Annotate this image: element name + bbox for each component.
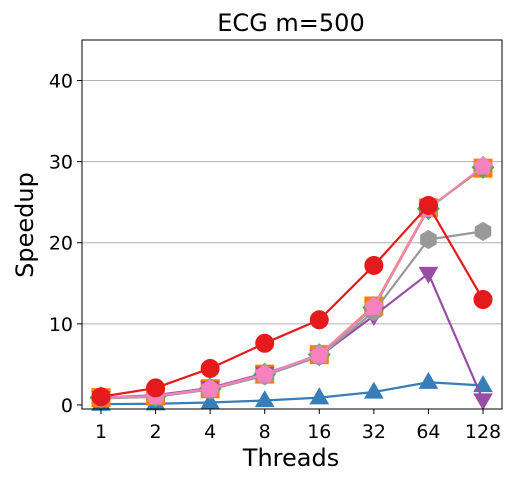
- y-tick-label: 20: [49, 233, 73, 255]
- series-group: [91, 195, 493, 407]
- grid-lines: [82, 80, 502, 325]
- x-tick-label: 128: [465, 421, 501, 443]
- x-tick-label: 16: [307, 421, 331, 443]
- y-axis-label: Speedup: [11, 172, 39, 278]
- data-point-hexagon: [474, 221, 492, 241]
- data-point-triangle-down: [418, 266, 439, 284]
- y-tick-label: 40: [49, 71, 73, 93]
- series-line: [100, 230, 484, 400]
- x-tick-label: 1: [95, 421, 107, 443]
- data-point-circle: [146, 378, 166, 398]
- y-tick-label: 30: [49, 152, 73, 174]
- data-point-triangle-up: [418, 371, 439, 389]
- data-point-triangle-down: [473, 393, 493, 411]
- tick-layer: 0 10 20 30 40 1 2 4 8 16 32 64 128: [49, 71, 501, 443]
- data-point-triangle-up: [309, 387, 330, 405]
- data-point-pentagon: [364, 296, 384, 315]
- x-tick-label: 2: [150, 421, 162, 443]
- data-point-circle: [255, 333, 275, 353]
- data-point-pentagon: [309, 344, 329, 363]
- data-point-circle: [473, 290, 493, 310]
- x-tick-label: 8: [259, 421, 271, 443]
- data-point-hexagon: [420, 229, 437, 250]
- data-point-circle: [309, 310, 329, 330]
- x-tick-label: 32: [362, 421, 386, 443]
- data-point-circle: [418, 195, 438, 215]
- chart-title: ECG m=500: [217, 9, 364, 37]
- series-layer: [89, 155, 495, 411]
- series-line: [100, 165, 484, 399]
- y-tick-label: 0: [61, 395, 73, 417]
- x-axis-label: Threads: [242, 444, 339, 472]
- x-tick-label: 4: [204, 421, 216, 443]
- data-point-circle: [200, 358, 220, 378]
- y-tick-label: 10: [49, 314, 73, 336]
- data-point-pentagon: [200, 378, 220, 397]
- data-point-pentagon: [473, 156, 493, 175]
- data-point-triangle-up: [364, 381, 384, 399]
- plot-frame: [81, 39, 503, 410]
- data-point-pentagon: [255, 364, 275, 383]
- data-point-circle: [91, 387, 111, 407]
- data-point-circle: [364, 255, 384, 275]
- x-tick-label: 64: [416, 421, 440, 443]
- data-point-triangle-up: [254, 390, 275, 408]
- series-line: [100, 204, 484, 398]
